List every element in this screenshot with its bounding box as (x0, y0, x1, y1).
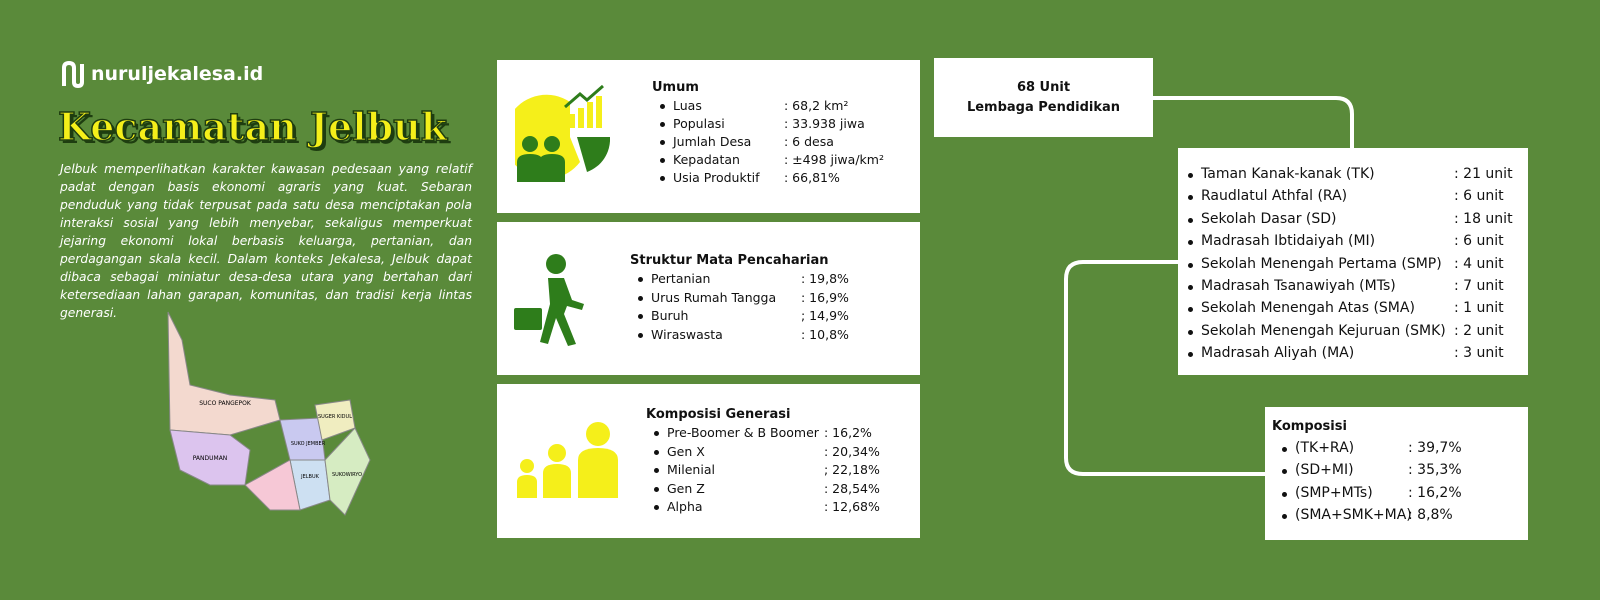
item-value: ; 14,9% (801, 308, 849, 323)
pendidikan-title: Lembaga Pendidikan (966, 100, 1121, 115)
item-label: Gen X (654, 443, 705, 459)
item-label: Populasi (660, 116, 725, 131)
item-label: (SMA+SMK+MA) (1282, 507, 1412, 524)
item-label: Jumlah Desa (659, 134, 752, 149)
item-label: Kepadatan (660, 152, 740, 167)
panel-komposisi (1265, 407, 1528, 540)
item-label: Madrasah Aliyah (MA) (1187, 345, 1355, 362)
item-label: Sekolah Menengah Atas (SMA) (1188, 300, 1415, 317)
map-label: SUGER KIDUL (318, 414, 352, 420)
pendidikan-title: 68 Unit (1016, 80, 1071, 95)
item-label: Sekolah Menengah Kejuruan (SMK) (1188, 322, 1446, 339)
item-label: Luas (660, 98, 702, 113)
icon-stats (515, 84, 610, 182)
icon-worker (514, 254, 584, 346)
section-title: Komposisi (1272, 419, 1347, 434)
item-value: : 12,68% (824, 499, 880, 514)
description: Jelbuk memperlihatkan karakter kawasan p… (60, 162, 472, 320)
section-title: Struktur Mata Pencaharian (630, 253, 829, 268)
item-label: Gen Z (654, 480, 705, 496)
section-title: Umum (652, 80, 699, 95)
item-label: Raudlatul Athfal (RA) (1187, 188, 1348, 205)
item-value: : 2 unit (1454, 322, 1504, 339)
item-label: (TK+RA) (1281, 440, 1355, 456)
item-label: (SMP+MTs) (1282, 484, 1373, 501)
item-value: : 10,8% (801, 326, 849, 342)
map-label: SUKO JEMBER (291, 441, 326, 447)
item-value: ; 22,18% (824, 462, 880, 477)
item-value: : 7 unit (1454, 278, 1504, 294)
item-value: : 33.938 jiwa (784, 116, 865, 131)
item-value: : 28,54% (824, 480, 880, 496)
item-value: : 16,2% (1408, 484, 1462, 501)
item-value: : ±498 jiwa/km² (784, 152, 884, 167)
map-label: SUCO PANGEPOK (199, 400, 252, 407)
item-value: : 21 unit (1454, 166, 1513, 182)
item-value: : 20,34% (824, 443, 880, 459)
item-value: : 66,81% (784, 170, 840, 185)
section-title: Komposisi Generasi (646, 407, 791, 422)
item-label: Sekolah Menengah Pertama (SMP) (1188, 255, 1442, 272)
item-label: Madrasah Ibtidaiyah (MI) (1187, 233, 1376, 250)
item-label: (SD+MI) (1282, 462, 1354, 479)
item-label: Taman Kanak-kanak (TK) (1188, 166, 1375, 182)
item-label: Sekolah Dasar (SD) (1188, 210, 1337, 227)
item-value: : 16,2% (824, 425, 872, 440)
item-value: : 3 unit (1454, 345, 1504, 362)
item-label: Milenial (654, 462, 715, 477)
item-label: Urus Rumah Tangga (637, 289, 777, 305)
item-label: Buruh (637, 308, 689, 323)
item-label: Usia Produktif (659, 170, 760, 185)
item-value: : 6 unit (1454, 233, 1504, 250)
item-value: : 6 unit (1454, 188, 1504, 205)
item-label: Pertanian (637, 271, 711, 286)
map: SUCO PANGEPOK SUGER KIDUL SUKO JEMBER PA… (167, 311, 371, 516)
logo-icon (62, 60, 84, 89)
map-label: PANDUMAN (193, 455, 228, 462)
item-value: : 35,3% (1408, 462, 1462, 479)
item-value: : 1 unit (1454, 300, 1504, 317)
item-label: Wiraswasta (638, 326, 723, 342)
title: Kecamatan Jelbuk (57, 103, 448, 150)
item-value: : 39,7% (1408, 440, 1462, 456)
map-label: SUKOWIRYO (332, 472, 362, 478)
item-label: Pre-Boomer & B Boomer (654, 425, 819, 440)
item-value: : 16,9% (801, 289, 849, 305)
item-value: : 6 desa (784, 134, 834, 149)
map-label: JELBUK (300, 474, 320, 480)
panel-pendidikan-title (934, 58, 1153, 137)
item-label: Alpha (654, 499, 703, 514)
panel-pendidikan (1178, 148, 1528, 375)
item-value: : 68,2 km² (784, 98, 849, 113)
item-value: : 19,8% (801, 271, 849, 286)
item-value: : 18 unit (1454, 210, 1513, 227)
item-value: : 8,8% (1408, 507, 1453, 524)
icon-generations (517, 422, 618, 498)
brand: nuruljekalesa.id (91, 63, 264, 85)
item-label: Madrasah Tsanawiyah (MTs) (1188, 278, 1396, 294)
panel-generasi (497, 384, 920, 538)
item-value: : 4 unit (1454, 255, 1504, 272)
